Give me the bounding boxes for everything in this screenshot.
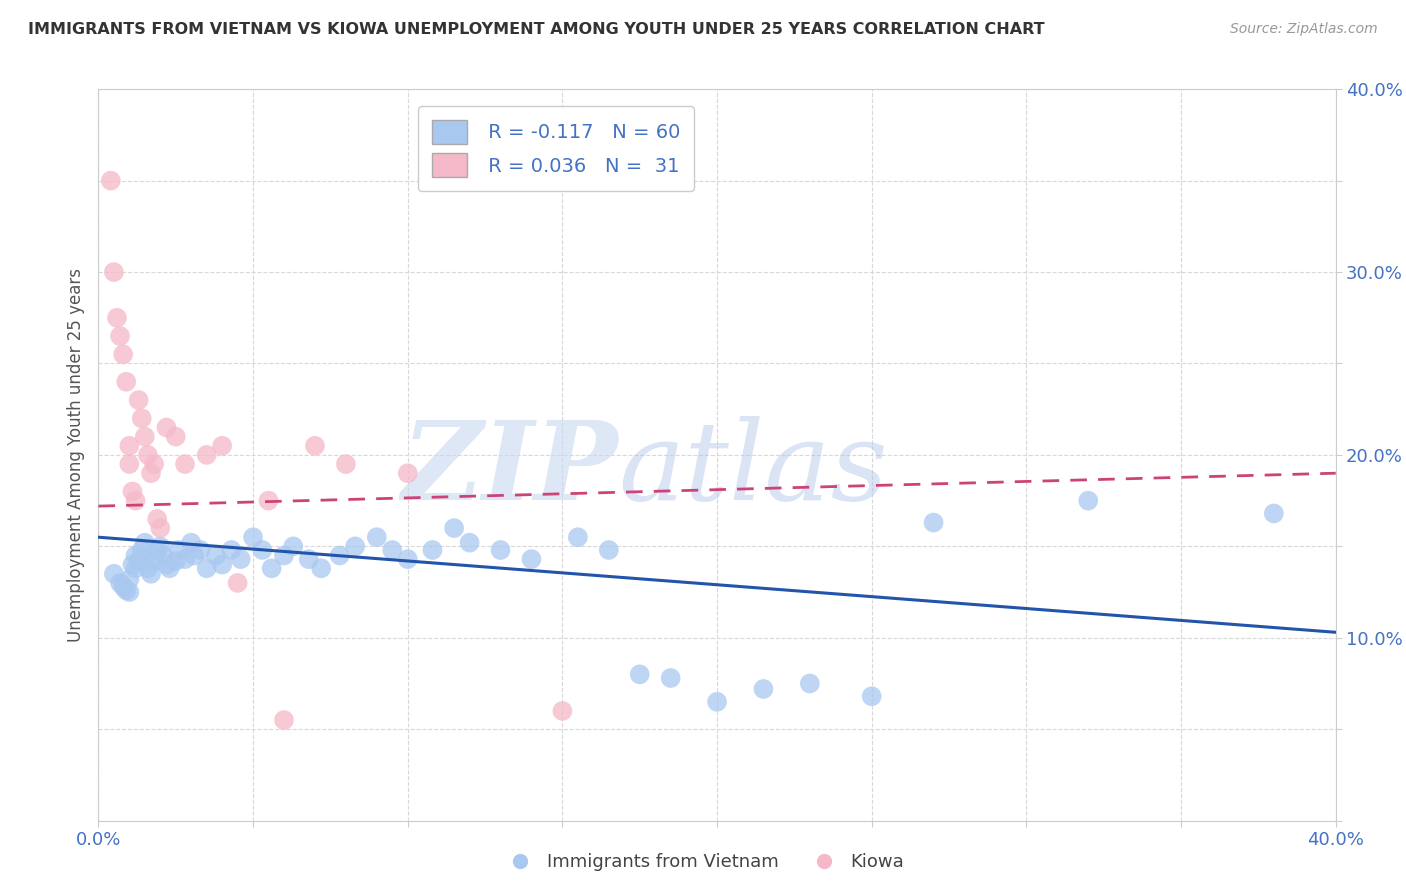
Point xyxy=(124,549,146,563)
Point xyxy=(155,420,177,434)
Point xyxy=(108,576,131,591)
Point xyxy=(344,539,367,553)
Point xyxy=(108,329,131,343)
Point xyxy=(458,535,481,549)
Point xyxy=(134,430,156,444)
Point xyxy=(922,516,945,530)
Point xyxy=(159,561,181,575)
Point xyxy=(329,549,352,563)
Point xyxy=(118,572,141,586)
Point xyxy=(115,375,138,389)
Point xyxy=(155,558,177,572)
Point xyxy=(752,681,775,696)
Point xyxy=(381,543,404,558)
Point xyxy=(860,690,883,704)
Point xyxy=(229,552,252,566)
Point xyxy=(304,439,326,453)
Point xyxy=(167,543,190,558)
Point xyxy=(211,558,233,572)
Point xyxy=(195,561,218,575)
Point xyxy=(124,493,146,508)
Point xyxy=(221,543,243,558)
Point xyxy=(97,64,120,78)
Point xyxy=(118,457,141,471)
Point xyxy=(143,457,166,471)
Point xyxy=(211,439,233,453)
Point xyxy=(174,552,197,566)
Point xyxy=(112,347,135,361)
Point xyxy=(146,512,169,526)
Point xyxy=(183,549,205,563)
Point xyxy=(149,539,172,553)
Point xyxy=(124,561,146,575)
Point xyxy=(121,484,143,499)
Point xyxy=(567,530,589,544)
Point xyxy=(598,543,620,558)
Point xyxy=(105,310,128,325)
Point xyxy=(118,439,141,453)
Point xyxy=(443,521,465,535)
Point xyxy=(1077,493,1099,508)
Point xyxy=(121,558,143,572)
Point xyxy=(128,392,150,407)
Point xyxy=(396,466,419,480)
Point xyxy=(242,530,264,544)
Legend: Immigrants from Vietnam, Kiowa: Immigrants from Vietnam, Kiowa xyxy=(495,847,911,879)
Point xyxy=(174,457,197,471)
Y-axis label: Unemployment Among Youth under 25 years: Unemployment Among Youth under 25 years xyxy=(66,268,84,642)
Point xyxy=(134,552,156,566)
Point xyxy=(134,535,156,549)
Legend:  R = -0.117   N = 60,  R = 0.036   N =  31: R = -0.117 N = 60, R = 0.036 N = 31 xyxy=(418,106,695,191)
Point xyxy=(143,554,166,568)
Text: IMMIGRANTS FROM VIETNAM VS KIOWA UNEMPLOYMENT AMONG YOUTH UNDER 25 YEARS CORRELA: IMMIGRANTS FROM VIETNAM VS KIOWA UNEMPLO… xyxy=(28,22,1045,37)
Point xyxy=(139,566,162,581)
Point xyxy=(298,552,321,566)
Point xyxy=(273,713,295,727)
Point xyxy=(136,448,159,462)
Point xyxy=(309,561,332,575)
Point xyxy=(165,554,187,568)
Point xyxy=(128,554,150,568)
Point xyxy=(190,543,212,558)
Text: atlas: atlas xyxy=(619,416,887,524)
Point xyxy=(103,566,125,581)
Text: ZIP: ZIP xyxy=(402,416,619,524)
Point xyxy=(103,265,125,279)
Point xyxy=(165,430,187,444)
Point xyxy=(273,549,295,563)
Point xyxy=(551,704,574,718)
Point xyxy=(131,411,153,425)
Point xyxy=(195,448,218,462)
Point xyxy=(205,549,228,563)
Point xyxy=(252,543,274,558)
Point xyxy=(520,552,543,566)
Point xyxy=(100,174,122,188)
Point xyxy=(149,521,172,535)
Point xyxy=(112,580,135,594)
Point xyxy=(396,552,419,566)
Point xyxy=(226,576,249,591)
Point xyxy=(260,561,283,575)
Point xyxy=(257,493,280,508)
Point xyxy=(366,530,388,544)
Point xyxy=(146,543,169,558)
Point xyxy=(115,583,138,598)
Point xyxy=(335,457,357,471)
Point xyxy=(422,543,444,558)
Point xyxy=(1263,507,1285,521)
Point xyxy=(131,543,153,558)
Text: Source: ZipAtlas.com: Source: ZipAtlas.com xyxy=(1230,22,1378,37)
Point xyxy=(628,667,651,681)
Point xyxy=(799,676,821,690)
Point xyxy=(152,549,174,563)
Point xyxy=(118,585,141,599)
Point xyxy=(139,466,162,480)
Point xyxy=(283,539,305,553)
Point xyxy=(659,671,682,685)
Point xyxy=(489,543,512,558)
Point xyxy=(136,561,159,575)
Point xyxy=(180,535,202,549)
Point xyxy=(706,695,728,709)
